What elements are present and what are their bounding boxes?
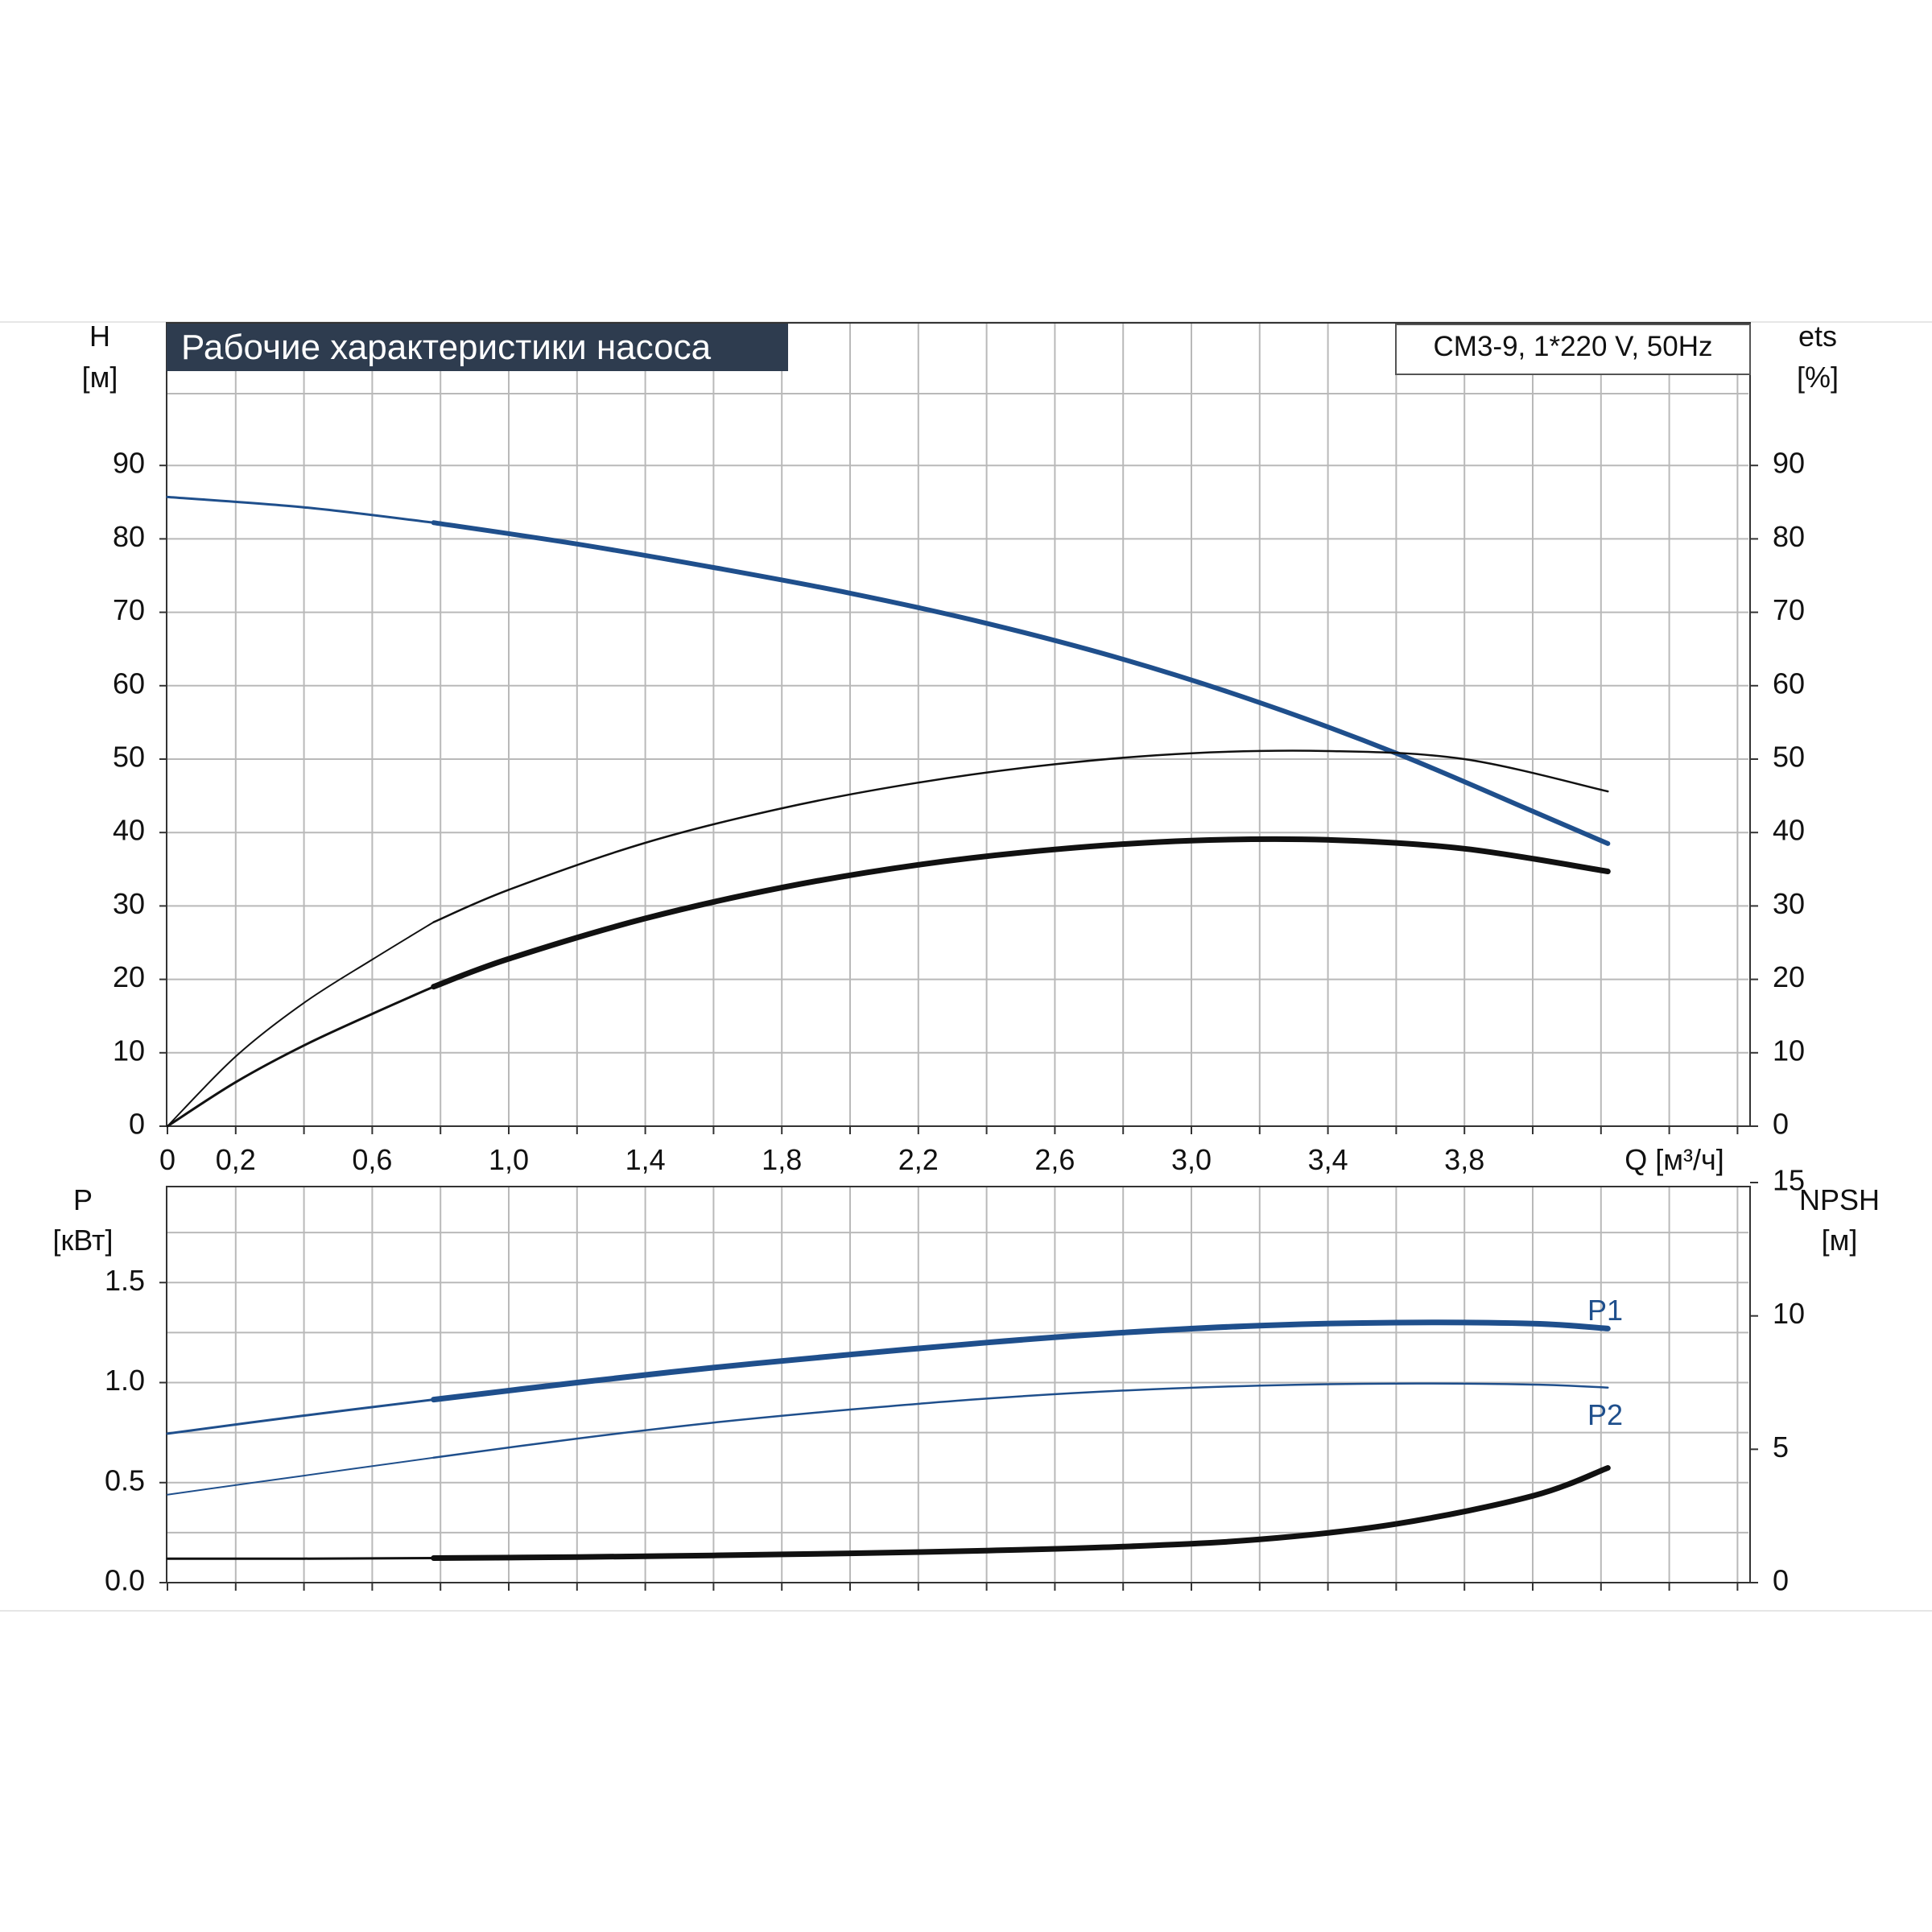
efficiency-curve	[432, 749, 1609, 923]
y-left-tick-label: 50	[113, 741, 145, 774]
y-right-tick-label: 70	[1773, 593, 1805, 626]
y-left-tick-label: 70	[113, 593, 145, 626]
head-curve-low-flow	[166, 495, 436, 524]
p-axis-label-name: P	[73, 1183, 93, 1216]
x-axis-label: Q [м³/ч]	[1624, 1143, 1724, 1176]
x-tick-label: 2,6	[1034, 1143, 1075, 1176]
y-left-label-unit: [м]	[82, 361, 118, 394]
series-label-p1: P1	[1587, 1294, 1623, 1327]
lower-y-right-tick-labels: 0 5 10 15	[1773, 1164, 1805, 1597]
y-right-tick-label: 30	[1773, 887, 1805, 920]
npsh-tick-label: 5	[1773, 1430, 1789, 1463]
npsh-curve	[431, 1465, 1611, 1561]
chart-title-box	[167, 324, 788, 371]
p-axis-label-unit: [кВт]	[52, 1224, 113, 1257]
y-right-tick-label: 50	[1773, 741, 1805, 774]
y-left-tick-label: 20	[113, 960, 145, 993]
efficiency-total-curve	[431, 836, 1611, 990]
npsh-tick-label: 15	[1773, 1164, 1805, 1197]
y-left-tick-label: 80	[113, 520, 145, 553]
p1-curve	[431, 1319, 1611, 1403]
y-right-tick-label: 40	[1773, 814, 1805, 847]
head-curve	[431, 520, 1611, 846]
lower-y-left-tick-labels: 0.0 0.5 1.0 1.5	[105, 1264, 145, 1597]
x-tick-label: 2,2	[898, 1143, 939, 1176]
model-label-box	[1395, 324, 1751, 375]
y-right-label-name: ets	[1798, 320, 1837, 353]
y-right-tick-label: 10	[1773, 1034, 1805, 1067]
y-left-tick-label: 90	[113, 447, 145, 480]
lower-chart-series	[166, 1319, 1611, 1561]
x-tick-label: 1,0	[489, 1143, 529, 1176]
lower-chart-grid	[167, 1187, 1748, 1583]
y-right-tick-label: 80	[1773, 520, 1805, 553]
y-left-tick-label: 30	[113, 887, 145, 920]
npsh-axis-label-name: NPSH	[1799, 1183, 1880, 1216]
npsh-axis-label-unit: [м]	[1822, 1224, 1858, 1257]
x-tick-label: 0,6	[352, 1143, 392, 1176]
lower-plot-frame	[166, 1186, 1751, 1583]
chart-title: Рабочие характеристики насоса	[181, 328, 712, 367]
series-label-p2: P2	[1587, 1398, 1623, 1431]
npsh-curve-low-flow	[166, 1557, 436, 1560]
upper-plot-frame	[166, 322, 1751, 1127]
upper-chart-grid	[167, 323, 1748, 1126]
y-left-tick-label: 0	[129, 1108, 145, 1141]
y-right-label-unit: [%]	[1797, 361, 1839, 394]
upper-chart-series	[166, 495, 1611, 1128]
efficiency-total-curve-low-flow	[166, 985, 436, 1128]
p-tick-label: 0.5	[105, 1463, 145, 1496]
x-tick-label: 3,0	[1171, 1143, 1212, 1176]
upper-x-axis-ticks	[159, 464, 1758, 1134]
npsh-tick-label: 10	[1773, 1297, 1805, 1330]
y-right-tick-label: 20	[1773, 960, 1805, 993]
y-left-tick-label: 10	[113, 1034, 145, 1067]
y-right-tick-label: 90	[1773, 447, 1805, 480]
x-axis-tick-labels: 0 0,2 0,6 1,0 1,4 1,8 2,2 2,6 3,0 3,4 3,8	[159, 1143, 1484, 1176]
y-left-tick-label: 40	[113, 814, 145, 847]
x-tick-label: 1,8	[762, 1143, 802, 1176]
p1-curve-low-flow	[166, 1398, 436, 1435]
x-tick-label: 3,4	[1308, 1143, 1348, 1176]
y-right-tick-label: 60	[1773, 667, 1805, 700]
efficiency-curve-low-flow	[167, 921, 435, 1127]
p-tick-label: 0.0	[105, 1564, 145, 1597]
p-tick-label: 1.0	[105, 1364, 145, 1397]
bottom-separator-line	[0, 1610, 1932, 1612]
p-tick-label: 1.5	[105, 1264, 145, 1297]
p2-curve-low-flow	[167, 1456, 435, 1496]
npsh-tick-label: 0	[1773, 1564, 1789, 1597]
p2-curve	[432, 1382, 1609, 1459]
x-tick-label: 1,4	[625, 1143, 666, 1176]
upper-y-left-tick-labels: 0 10 20 30 40 50 60 70 80 90	[113, 447, 145, 1141]
upper-y-right-tick-labels: 0 10 20 30 40 50 60 70 80 90	[1773, 447, 1805, 1141]
y-right-tick-label: 0	[1773, 1108, 1789, 1141]
lower-x-axis-ticks	[159, 1182, 1758, 1591]
x-tick-label: 0	[159, 1143, 175, 1176]
model-label: CM3-9, 1*220 V, 50Hz	[1434, 331, 1713, 362]
y-left-label-name: H	[89, 320, 110, 353]
x-tick-label: 3,8	[1444, 1143, 1484, 1176]
y-left-tick-label: 60	[113, 667, 145, 700]
x-tick-label: 0,2	[216, 1143, 256, 1176]
